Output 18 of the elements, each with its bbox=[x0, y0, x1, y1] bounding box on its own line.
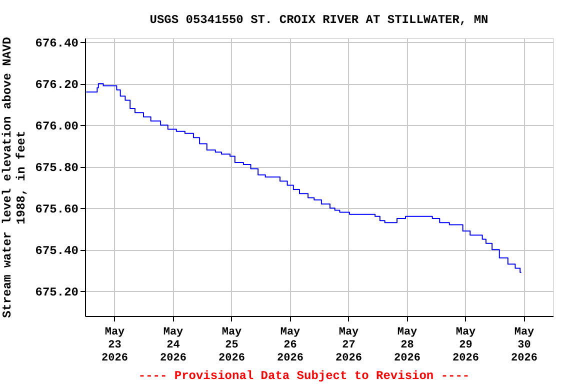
x-tick-label: May 25 2026 bbox=[218, 326, 245, 364]
chart-title: USGS 05341550 ST. CROIX RIVER AT STILLWATER, MN bbox=[150, 13, 488, 28]
y-tick-label: 675.80 bbox=[35, 161, 78, 176]
x-tick-label: May 30 2026 bbox=[511, 326, 538, 364]
text: ---- Provisional Data Subject to Revision ---- bbox=[138, 369, 470, 383]
x-tick-label: May 23 2026 bbox=[102, 326, 128, 364]
y-tick-label: 675.60 bbox=[35, 202, 78, 217]
x-tick-label: May 27 2026 bbox=[336, 326, 362, 364]
x-tick-label: May 24 2026 bbox=[160, 326, 186, 364]
x-tick-label: May 29 2026 bbox=[452, 326, 479, 364]
y-tick-label: 675.20 bbox=[35, 286, 78, 300]
y-tick-label: 676.00 bbox=[35, 120, 78, 134]
y-tick-label: 675.40 bbox=[35, 244, 78, 258]
y-axis-title: Stream water level elevation above NAVD 1988, in feet bbox=[0, 37, 28, 318]
y-tick-label: 676.40 bbox=[35, 36, 78, 51]
y-tick-label: 676.20 bbox=[35, 78, 78, 92]
x-tick-label: May 28 2026 bbox=[394, 326, 420, 364]
x-tick-label: May 26 2026 bbox=[277, 326, 304, 364]
